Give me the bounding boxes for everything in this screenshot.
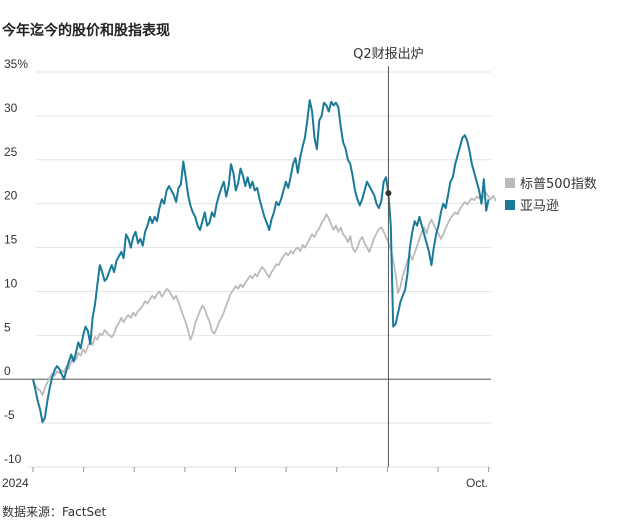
x-tick-label-oct: Oct.	[466, 476, 488, 490]
y-tick-label: 35%	[4, 57, 28, 71]
sp500-line	[32, 192, 497, 396]
source-note: 数据来源：FactSet	[2, 505, 107, 519]
legend-swatch-amazon	[505, 200, 515, 210]
legend-label-sp500: 标普500指数	[520, 177, 597, 192]
y-tick-label: 5	[4, 320, 11, 334]
y-tick-label: 10	[4, 276, 18, 290]
x-tick-label-2024: 2024	[2, 476, 29, 490]
annotation-label: Q2财报出炉	[353, 47, 424, 62]
y-tick-label: 0	[4, 364, 11, 378]
annotation-dot	[385, 190, 392, 197]
legend-label-amazon: 亚马逊	[520, 199, 559, 214]
annotation: Q2财报出炉	[353, 47, 424, 467]
legend-swatch-sp500	[505, 178, 515, 188]
y-tick-label: 20	[4, 189, 18, 203]
gridlines	[0, 71, 491, 424]
chart-title: 今年迄今的股价和股指表现	[2, 23, 170, 39]
y-tick-label: 15	[4, 233, 18, 247]
amazon-line	[32, 99, 490, 424]
y-tick-label: -5	[4, 408, 15, 422]
y-tick-label: 25	[4, 145, 18, 159]
series-lines	[32, 99, 497, 424]
y-tick-label: -10	[4, 452, 22, 466]
y-tick-label: 30	[4, 101, 18, 115]
y-tick-labels: 35% 30 25 20 15 10 5 0 -5 -10	[4, 57, 28, 466]
x-ticks: 2024 Oct.	[2, 466, 491, 490]
